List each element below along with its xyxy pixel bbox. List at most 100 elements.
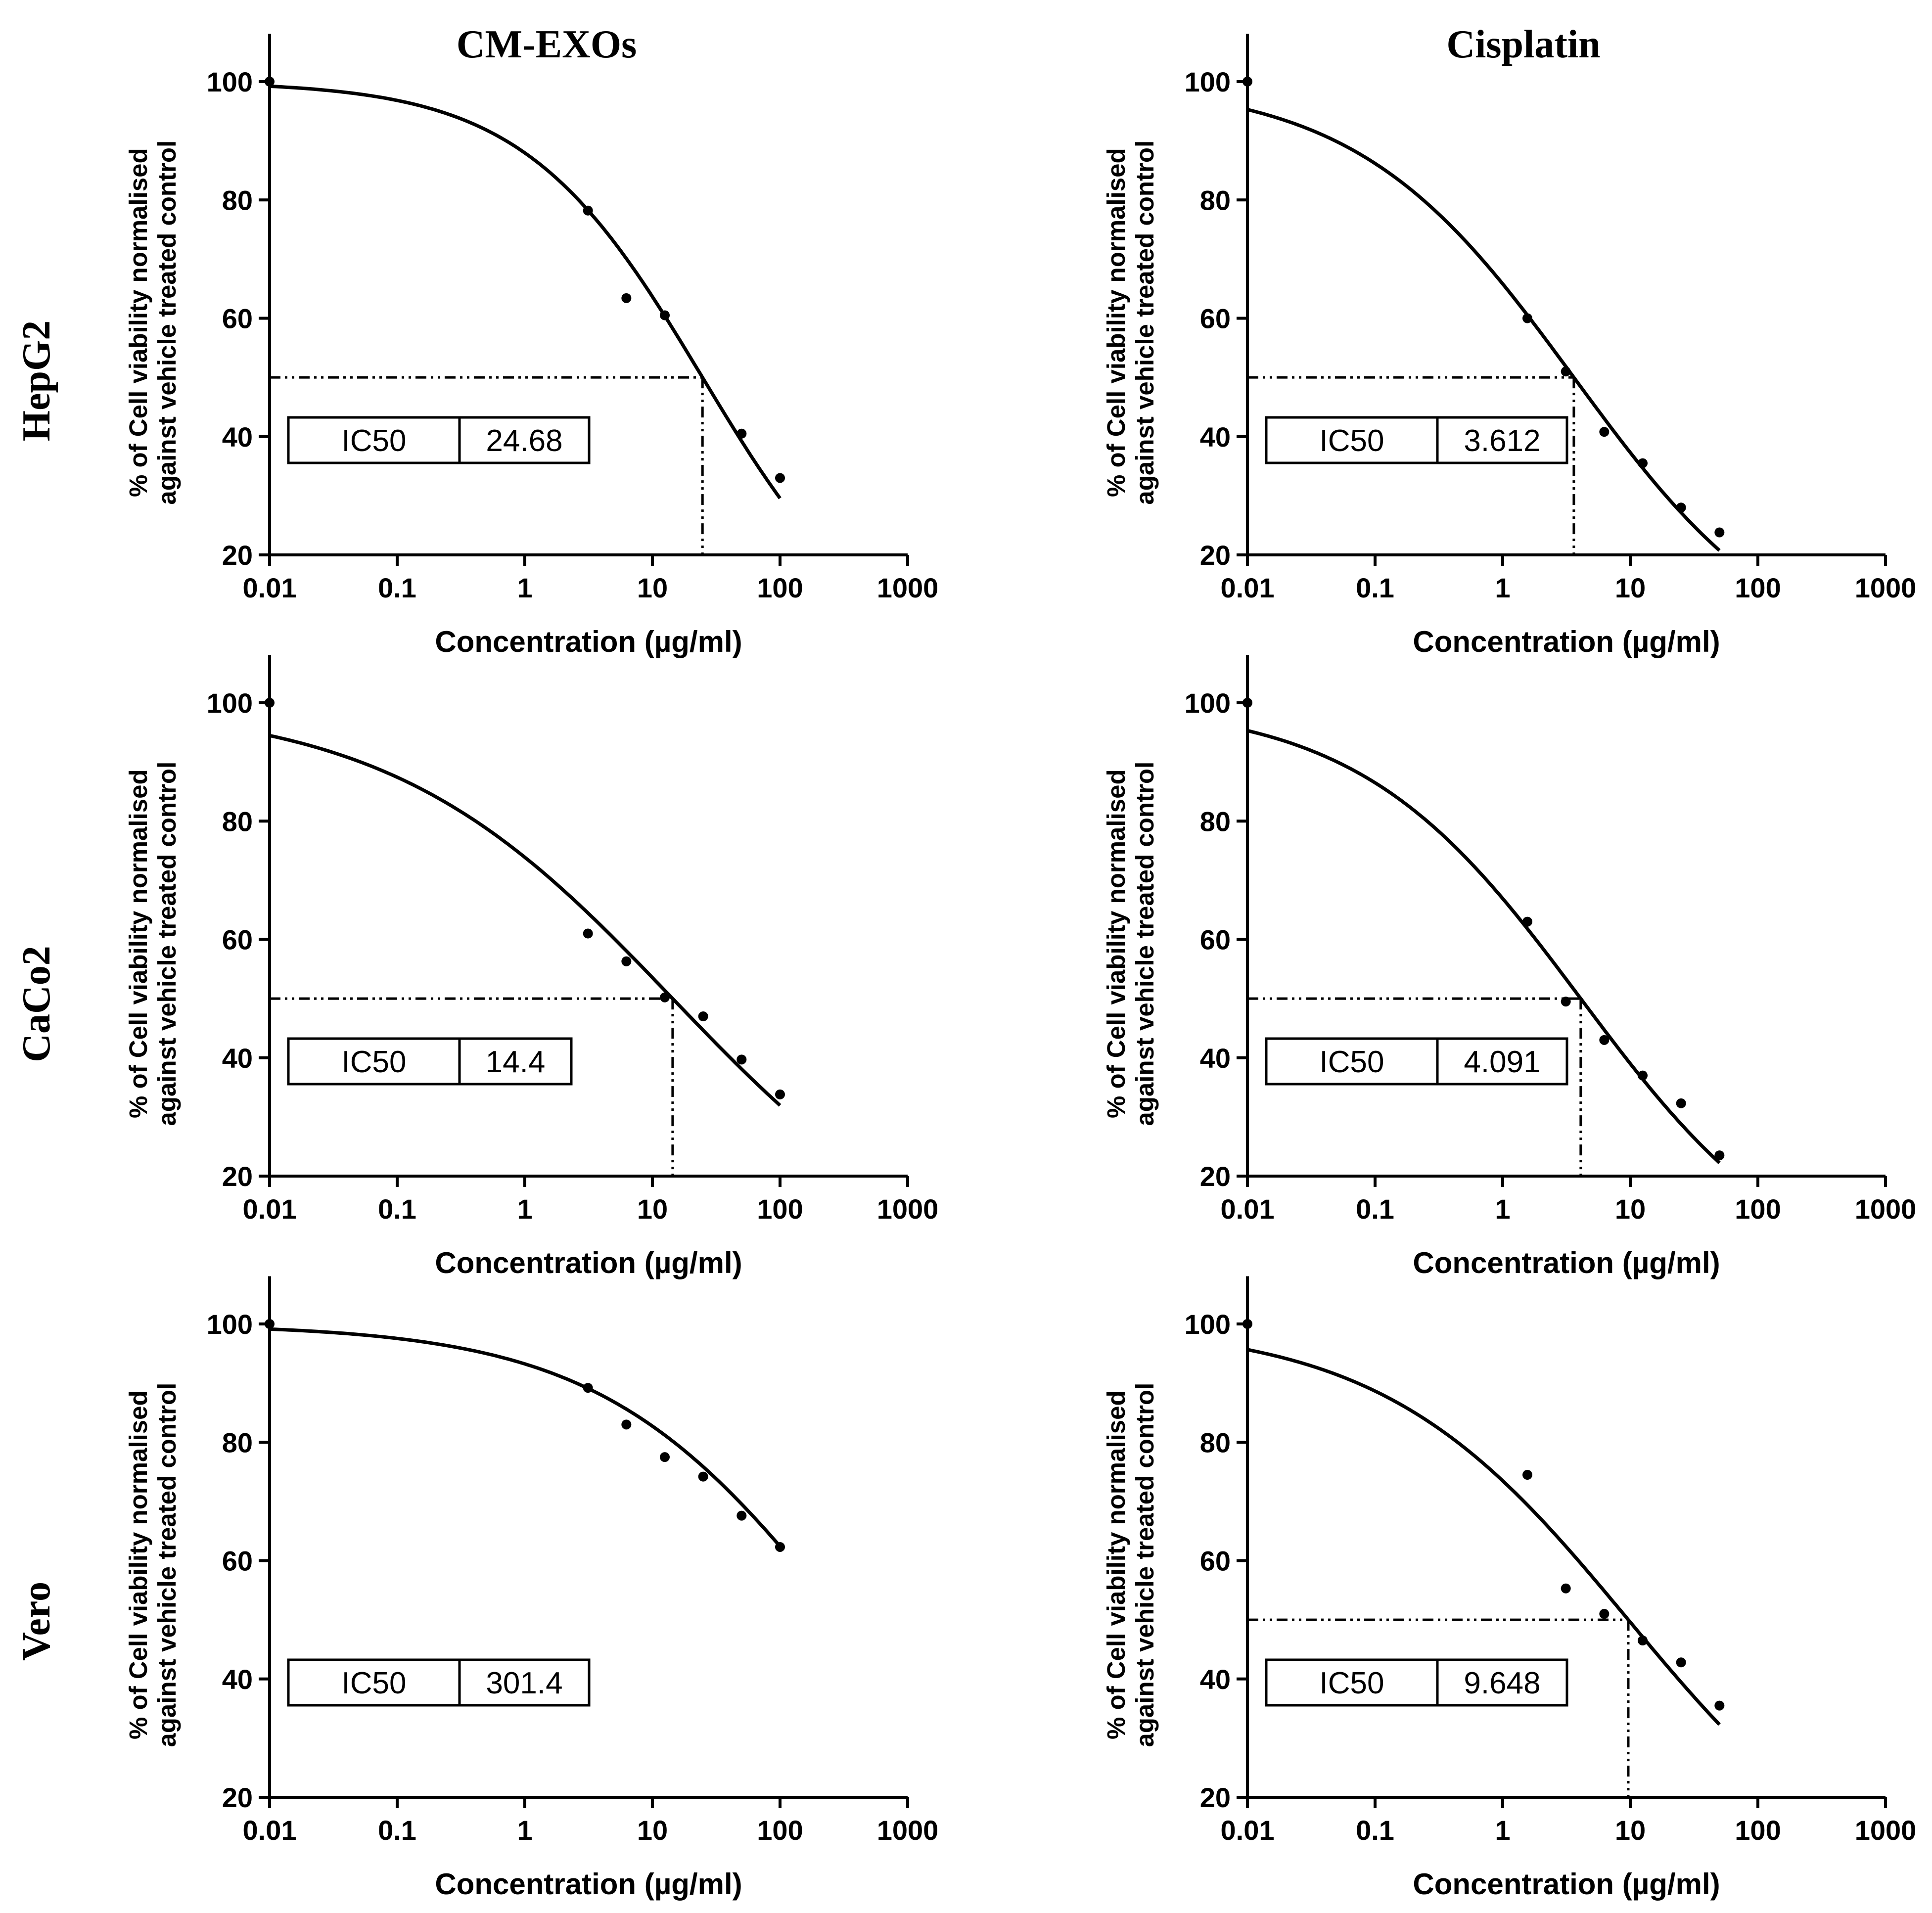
y-tick-label: 40 [1200,1664,1231,1695]
y-axis-label-line2: against vehicle treated control [1131,762,1159,1126]
x-tick-label: 100 [1735,1815,1781,1846]
data-point [265,1319,275,1329]
x-tick-label: 0.01 [1221,1193,1275,1225]
fit-curve [1247,729,1721,1164]
x-tick-label: 1 [1495,1815,1510,1846]
y-axis-label-line2: against vehicle treated control [153,762,181,1126]
data-point [1714,1700,1725,1711]
data-point [698,1471,708,1482]
x-tick-label: 0.01 [1221,572,1275,603]
ic50-box [1265,1658,1568,1707]
x-tick-label: 0.01 [243,572,297,603]
x-tick-label: 10 [1615,1193,1646,1225]
y-axis-label-line2: against vehicle treated control [1131,1383,1159,1747]
ic50-label: IC50 [342,1666,407,1700]
data-point [1561,1583,1571,1594]
ic50-label: IC50 [342,1045,407,1079]
x-axis-label: Concentration (µg/ml) [435,1867,742,1901]
y-axis-label-line1: % of Cell viability normalised [124,1390,152,1739]
data-point [736,428,747,439]
data-point [1599,1035,1610,1045]
y-tick-label: 60 [1200,303,1231,334]
y-axis-label-line1: % of Cell viability normalised [1102,148,1130,497]
fit-curve [269,84,782,500]
y-tick-label: 100 [207,66,253,97]
y-tick-label: 20 [222,1782,253,1813]
y-tick-label: 80 [1200,806,1231,837]
data-point [1714,1150,1725,1161]
y-tick-label: 80 [1200,1427,1231,1458]
row-title-hepg2: HepG2 [15,320,58,441]
data-point [660,310,670,320]
data-point [1242,1319,1252,1329]
data-point [1638,458,1648,468]
data-point [775,1089,785,1099]
y-axis-label-line2: against vehicle treated control [153,140,181,505]
data-point [583,1383,593,1393]
ic50-label: IC50 [1320,1045,1384,1079]
x-tick-label: 1000 [1855,572,1917,603]
data-point [1561,366,1571,377]
y-tick-label: 40 [1200,1043,1231,1074]
data-point [621,956,632,966]
data-point [660,992,670,1002]
x-tick-label: 10 [637,1815,668,1846]
ic50-box [287,1037,573,1086]
ic50-value: 24.68 [486,424,562,458]
x-tick-label: 1000 [877,572,939,603]
ic50-label: IC50 [1320,1666,1384,1700]
ic50-box [287,1658,591,1707]
row-title-caco2: CaCo2 [15,946,58,1062]
data-point [583,205,593,216]
x-tick-label: 0.1 [1356,1193,1394,1225]
data-point [736,1054,747,1065]
x-tick-label: 0.1 [378,1815,416,1846]
x-tick-label: 100 [757,1193,803,1225]
y-tick-label: 60 [1200,924,1231,956]
y-tick-label: 40 [1200,421,1231,453]
x-tick-label: 100 [757,1815,803,1846]
chart-panel-caco2-cmexos: 0.01 0.1 1 10 100 1000 20 40 60 80 100 Concentratio… [124,655,938,1279]
y-axis-label-line1: % of Cell viability normalised [124,148,152,497]
x-tick-label: 1000 [1855,1193,1917,1225]
data-point [583,928,593,939]
x-tick-label: 1 [1495,1193,1510,1225]
x-tick-label: 0.1 [1356,1815,1394,1846]
x-tick-label: 10 [1615,572,1646,603]
data-point [698,1011,708,1022]
data-point [1599,1609,1610,1619]
ic50-value: 14.4 [486,1045,546,1079]
data-point [1599,427,1610,437]
data-point [1242,698,1252,708]
y-tick-label: 20 [222,540,253,571]
column-title-cm-exos: CM-EXOs [457,23,637,66]
ic50-label: IC50 [1320,424,1384,458]
data-point [1676,1098,1686,1108]
x-tick-label: 1000 [877,1193,939,1225]
data-point [1676,502,1686,513]
x-tick-label: 0.1 [1356,572,1394,603]
y-tick-label: 100 [207,1309,253,1340]
y-tick-label: 40 [222,421,253,453]
y-tick-label: 40 [222,1664,253,1695]
y-tick-label: 60 [1200,1546,1231,1577]
y-tick-label: 80 [222,1427,253,1458]
x-tick-label: 0.01 [243,1193,297,1225]
x-tick-label: 1000 [877,1815,939,1846]
ic50-box [1265,1037,1568,1086]
y-axis-label-line1: % of Cell viability normalised [1102,1390,1130,1739]
x-tick-label: 1 [517,1193,532,1225]
chart-panel-vero-cmexos: 0.01 0.1 1 10 100 1000 20 40 60 80 100 Concentratio… [124,1276,938,1901]
chart-panel-hepg2-cmexos: 0.01 0.1 1 10 100 1000 20 40 60 80 100 Concentratio… [124,34,938,658]
y-axis-label-line1: % of Cell viability normalised [124,769,152,1118]
fit-curve [1247,1348,1721,1726]
y-tick-label: 40 [222,1043,253,1074]
x-tick-label: 10 [637,572,668,603]
y-axis-label-line2: against vehicle treated control [1131,140,1159,505]
data-point [621,1419,632,1430]
y-axis-label-line1: % of Cell viability normalised [1102,769,1130,1118]
y-tick-label: 60 [222,303,253,334]
y-tick-label: 100 [207,687,253,719]
data-point [660,1452,670,1462]
